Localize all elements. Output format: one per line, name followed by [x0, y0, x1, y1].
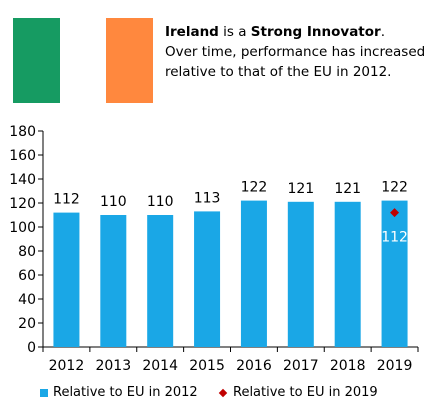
bar-2017	[287, 201, 314, 347]
bar-value-label-2017: 121	[287, 181, 314, 197]
legend-swatch-2012	[40, 388, 48, 397]
legend-item-2012: Relative to EU in 2012	[40, 385, 198, 400]
y-tick-label-60: 60	[18, 268, 36, 284]
point-label-2019-2019: 112	[381, 230, 408, 246]
y-tick-label-40: 40	[18, 292, 36, 308]
bar-2014	[147, 215, 174, 347]
performance-category: Strong Innovator	[250, 24, 381, 40]
chart-legend: Relative to EU in 2012 Relative to EU in…	[40, 385, 440, 405]
y-tick-label-20: 20	[18, 316, 36, 332]
headline: Ireland is a Strong Innovator. Over time…	[165, 22, 440, 82]
flag-stripe-orange	[106, 18, 154, 103]
legend-item-2019: Relative to EU in 2019	[218, 385, 378, 400]
legend-label-2012: Relative to EU in 2012	[53, 385, 198, 400]
irish-flag	[13, 18, 154, 103]
bar-2018	[334, 201, 361, 347]
x-tick-label-2019: 2019	[377, 358, 413, 374]
point-2019-2019	[390, 208, 400, 218]
performance-bar-chart: 0 20 40 60 80 100 120 140 160 180 112 2012 110 2013 11…	[9, 124, 419, 374]
x-tick-label-2018: 2018	[330, 358, 366, 374]
headline-description: Over time, performance has increased rel…	[165, 44, 426, 80]
x-tick-label-2017: 2017	[283, 358, 319, 374]
headline-connector: is a	[218, 24, 251, 40]
x-tick-label-2013: 2013	[95, 358, 131, 374]
x-tick-label-2014: 2014	[142, 358, 178, 374]
bar-value-label-2012: 112	[53, 192, 80, 208]
flag-stripe-white	[59, 18, 107, 103]
y-tick-label-140: 140	[9, 172, 36, 188]
y-tick-label-120: 120	[9, 196, 36, 212]
legend-label-2019: Relative to EU in 2019	[233, 385, 378, 400]
bar-value-label-2014: 110	[147, 194, 174, 210]
bar-value-label-2015: 113	[194, 190, 221, 206]
country-name: Ireland	[165, 24, 219, 40]
y-tick-label-100: 100	[9, 220, 36, 236]
bar-2012	[53, 212, 80, 347]
headline-first-line: Ireland is a Strong Innovator.	[165, 22, 440, 42]
y-tick-label-160: 160	[9, 148, 36, 164]
legend-swatch-2019	[218, 388, 228, 397]
bar-value-label-2016: 122	[241, 180, 268, 196]
x-tick-label-2015: 2015	[189, 358, 225, 374]
bar-value-label-2018: 121	[334, 181, 361, 197]
bar-value-label-2013: 110	[100, 194, 127, 210]
x-tick-label-2016: 2016	[236, 358, 272, 374]
bar-2019	[381, 200, 408, 347]
flag-stripe-green	[13, 18, 60, 103]
y-tick-label-80: 80	[18, 244, 36, 260]
bar-2016	[240, 200, 267, 347]
bar-2015	[194, 211, 221, 347]
headline-period: .	[380, 24, 385, 40]
y-tick-label-0: 0	[27, 340, 36, 356]
x-tick-label-2012: 2012	[49, 358, 85, 374]
bar-2013	[100, 215, 127, 347]
bar-value-label-2019: 122	[381, 180, 408, 196]
y-tick-label-180: 180	[9, 124, 36, 140]
